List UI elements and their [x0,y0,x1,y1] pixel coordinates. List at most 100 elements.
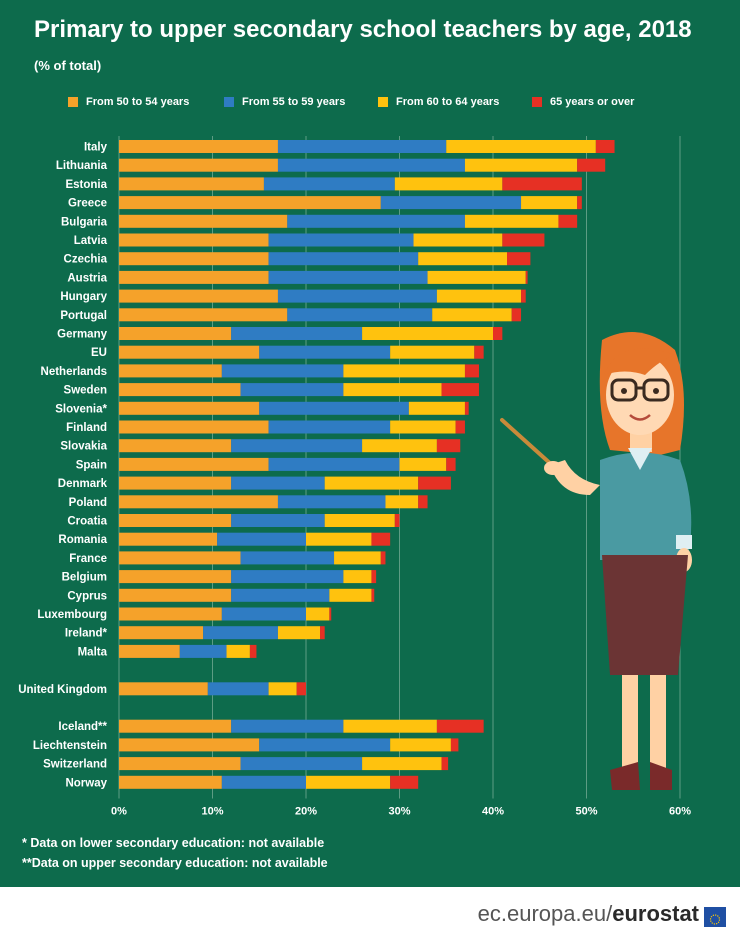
bar-segment [119,158,278,172]
category-label: Italy [84,142,108,154]
bar-segment [408,401,465,415]
bar-segment [119,551,241,565]
bar-segment [268,252,419,266]
bar-segment [324,514,395,527]
bar-segment [502,233,545,247]
bar-segment [432,308,512,322]
bar-segment [240,757,363,771]
bar-segment [427,270,526,284]
category-label: Latvia [74,235,108,247]
tick-label: 0% [111,806,127,818]
category-label: Lithuania [56,160,108,172]
bar-segment [268,233,414,247]
bar-segment [119,289,278,303]
bar-segment [119,177,264,191]
bar-segment [320,626,325,640]
bar-segment [277,158,465,172]
bar-row: Finland [66,420,465,434]
tick-label: 10% [201,806,223,818]
bar-segment [306,532,372,546]
legend-swatch [378,97,388,107]
bar-row: Spain [76,457,456,471]
tick-label: 20% [295,806,317,818]
bar-segment [343,570,372,584]
bar-segment [119,607,222,621]
legend-item-55-59: From 55 to 59 years [224,95,345,109]
bar-row: Luxembourg [37,607,332,621]
bar-segment [119,588,232,602]
legend-label: From 60 to 64 years [396,96,500,108]
category-label: Switzerland [43,759,107,771]
bar-row: Norway [65,775,419,789]
category-label: Spain [76,459,107,471]
category-label: Croatia [67,516,107,528]
bar-segment [306,607,330,621]
footnote-upper-secondary: **Data on upper secondary education: not… [22,856,328,870]
category-label: Estonia [65,179,107,191]
legend-item-60-64: From 60 to 64 years [378,95,499,109]
bar-segment [231,588,330,602]
bar-segment [119,401,260,415]
bar-segment [399,457,447,471]
bar-row: Estonia [65,177,582,191]
bar-segment [207,682,269,696]
bar-segment [390,738,451,752]
bar-segment [119,570,232,584]
category-label: Ireland* [65,628,108,640]
bar-segment [249,644,257,658]
bar-segment [119,495,278,509]
bar-row: Netherlands [41,364,479,378]
category-label: Romania [58,534,107,546]
bar-segment [343,364,465,378]
bar-segment [226,644,250,658]
bar-segment [362,439,437,453]
category-label: Iceland** [58,721,107,733]
bar-segment [511,308,522,322]
eu-flag-icon [704,906,726,927]
legend-label: From 55 to 59 years [242,96,346,108]
bar-segment [277,626,321,640]
category-label: Sweden [64,385,107,397]
bar-segment [464,214,559,228]
bar-row: Malta [78,644,257,658]
legend-swatch [532,97,542,107]
category-label: Cyprus [67,590,107,602]
bar-row: Croatia [67,514,400,528]
eurostat-logo[interactable]: ec.europa.eu/ eurostat [478,899,726,929]
category-label: Greece [68,198,107,210]
bar-segment [231,476,325,490]
bar-row: Czechia [64,252,531,266]
bar-row: Sweden [64,383,479,397]
category-label: Czechia [64,254,108,266]
bar-segment [418,476,451,490]
category-label: Slovakia [60,441,107,453]
bar-segment [119,719,232,733]
bar-row: Lithuania [56,158,606,172]
category-label: Denmark [58,478,108,490]
category-label: Germany [57,329,107,341]
bar-segment [418,495,428,509]
bar-row: Belgium [62,570,377,584]
tick-label: 40% [482,806,504,818]
bar-segment [394,177,503,191]
bar-segment [334,551,381,565]
bar-segment [119,775,222,789]
bar-row: United Kingdom [18,682,306,696]
legend-swatch [224,97,234,107]
bar-segment [119,308,288,322]
bar-segment [231,570,344,584]
bar-segment [371,570,377,584]
legend-swatch [68,97,78,107]
bar-segment [380,551,386,565]
bar-segment [390,345,475,359]
bar-segment [525,270,528,284]
bar-segment [277,495,386,509]
bar-segment [259,345,391,359]
bar-segment [119,514,232,527]
bar-segment [217,532,306,546]
category-label: Finland [66,422,107,434]
bar-segment [259,401,409,415]
bar-row: EU [91,345,484,359]
bar-row: Latvia [74,233,545,247]
bar-segment [119,439,232,453]
